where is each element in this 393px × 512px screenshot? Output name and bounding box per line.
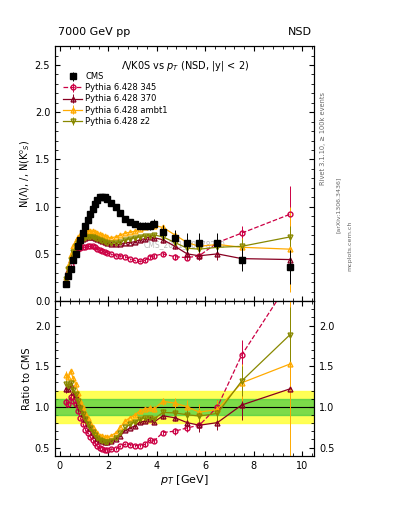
Text: Rivet 3.1.10, ≥ 100k events: Rivet 3.1.10, ≥ 100k events: [320, 92, 326, 185]
Bar: [55, 399, 314, 415]
Text: CMS_2011_S8978280: CMS_2011_S8978280: [144, 241, 226, 249]
Y-axis label: Ratio to CMS: Ratio to CMS: [22, 347, 32, 410]
Text: [arXiv:1306.3436]: [arXiv:1306.3436]: [336, 177, 341, 233]
Bar: [55, 391, 314, 423]
Legend: CMS, Pythia 6.428 345, Pythia 6.428 370, Pythia 6.428 ambt1, Pythia 6.428 z2: CMS, Pythia 6.428 345, Pythia 6.428 370,…: [62, 71, 169, 127]
Text: mcplots.cern.ch: mcplots.cern.ch: [347, 221, 352, 271]
Y-axis label: N(Λ), /, N(K⁰$_S$): N(Λ), /, N(K⁰$_S$): [18, 139, 32, 208]
Text: Λ/K0S vs $p_T$ (NSD, |y| < 2): Λ/K0S vs $p_T$ (NSD, |y| < 2): [121, 59, 249, 73]
X-axis label: $p_T$ [GeV]: $p_T$ [GeV]: [160, 473, 209, 487]
Text: 7000 GeV pp: 7000 GeV pp: [58, 27, 130, 37]
Text: NSD: NSD: [288, 27, 312, 37]
